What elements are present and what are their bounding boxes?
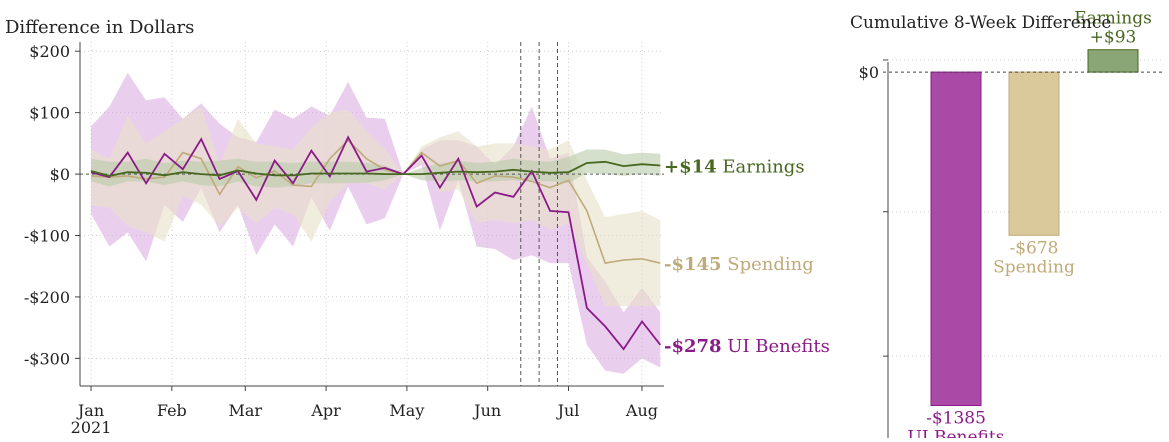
event-lines xyxy=(520,42,558,386)
right-y-tick-label: $0 xyxy=(859,63,879,82)
spending-end-label: -$145 Spending xyxy=(664,254,814,275)
x-tick-label: Jan xyxy=(76,401,104,420)
spending-band xyxy=(91,106,661,307)
x-tick-label: May xyxy=(389,401,424,420)
earnings-bar xyxy=(1087,49,1139,73)
earnings-bar-label: Earnings xyxy=(1074,9,1152,29)
earnings-end-label: +$14 Earnings xyxy=(664,156,805,177)
ui-end-name: UI Benefits xyxy=(722,336,830,357)
x-tick-label: Jun xyxy=(472,401,501,420)
cumulative-bars xyxy=(930,49,1139,407)
x-tick-label: Aug xyxy=(625,401,658,420)
x-tick-label: Apr xyxy=(310,401,341,420)
ui-line xyxy=(90,135,662,351)
ui-bar xyxy=(930,71,982,407)
spending-bar xyxy=(1008,71,1060,236)
y-tick-label: $100 xyxy=(29,104,70,123)
spending-bar-value: -$678 xyxy=(1009,238,1058,258)
right-chart-title: Cumulative 8-Week Difference xyxy=(850,13,1111,33)
x-tick-label: Mar xyxy=(228,401,262,420)
y-tick-label: -$300 xyxy=(24,349,70,368)
earnings-bar-value: +$93 xyxy=(1090,28,1137,48)
spending-end-value: -$145 xyxy=(664,254,722,275)
earnings-end-name: Earnings xyxy=(717,156,805,177)
spending-end-name: Spending xyxy=(722,254,814,275)
earnings-end-value: +$14 xyxy=(664,156,717,177)
weekly-difference-chart: $200 $100 $0 -$100 -$200 -$300 Jan Feb Mar Apr May… xyxy=(5,17,830,437)
earnings-line xyxy=(90,160,661,177)
spending-bar-label: Spending xyxy=(993,257,1075,277)
x-tick-sublabel: 2021 xyxy=(71,418,112,437)
left-chart-title: Difference in Dollars xyxy=(5,17,194,38)
spending-line xyxy=(90,139,661,264)
right-axes: $0 xyxy=(859,59,1163,438)
ui-end-label: -$278 UI Benefits xyxy=(664,336,830,357)
x-tick-label: Jul xyxy=(556,401,580,420)
x-tick-label: Feb xyxy=(157,401,187,420)
ui-bar-label: UI Benefits xyxy=(908,428,1005,438)
left-axes: $200 $100 $0 -$100 -$200 -$300 Jan Feb Mar Apr May… xyxy=(24,42,664,437)
ui-bar-value: -$1385 xyxy=(926,409,986,429)
series-lines xyxy=(80,135,664,351)
y-tick-label: -$200 xyxy=(24,288,70,307)
ui-end-value: -$278 xyxy=(664,336,722,357)
end-labels: -$278 UI Benefits -$145 Spending +$14 Earn… xyxy=(664,156,830,356)
y-tick-label: -$100 xyxy=(24,227,70,246)
y-tick-label: $0 xyxy=(50,165,70,184)
y-tick-label: $200 xyxy=(29,42,70,61)
